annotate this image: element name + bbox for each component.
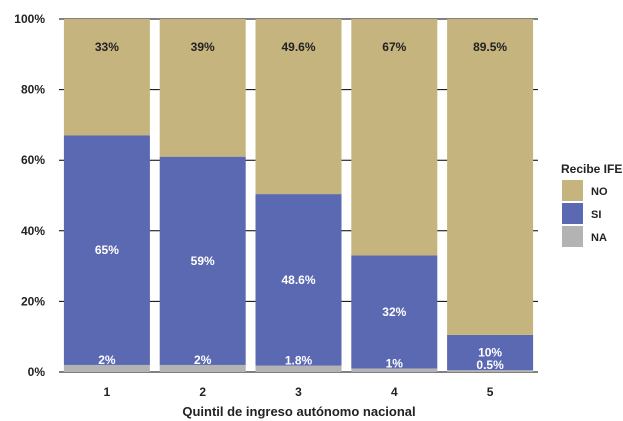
- data-label-no-1: 33%: [95, 40, 119, 54]
- bar-si-3: [255, 194, 342, 366]
- bar-na-5: [447, 370, 534, 372]
- data-labels: 2% 65% 33% 2% 59% 39% 1.8% 48.6% 49.6% 1% 32% 67% 0.…: [95, 40, 508, 372]
- data-label-na-2: 2%: [194, 353, 212, 367]
- data-label-no-2: 39%: [191, 40, 215, 54]
- y-tick-label: 40%: [21, 224, 45, 238]
- data-label-si-3: 48.6%: [281, 273, 315, 287]
- bar-no-2: [159, 19, 246, 157]
- legend-swatch-no: [562, 180, 583, 201]
- data-label-si-2: 59%: [191, 254, 215, 268]
- bar-na-2: [159, 364, 246, 372]
- bar-no-4: [351, 19, 438, 256]
- data-label-na-3: 1.8%: [285, 354, 313, 368]
- legend-label-si: SI: [591, 209, 601, 221]
- y-tick-label: 20%: [21, 294, 45, 308]
- data-label-no-3: 49.6%: [281, 40, 315, 54]
- data-label-si-1: 65%: [95, 243, 119, 257]
- x-tick-label: 2: [199, 385, 206, 399]
- legend-title: Recibe IFE: [561, 162, 622, 176]
- y-tick-label: 80%: [21, 83, 45, 97]
- data-label-no-5: 89.5%: [473, 40, 507, 54]
- legend-label-na: NA: [591, 232, 607, 244]
- legend-swatch-si: [562, 203, 583, 224]
- bar-na-1: [63, 364, 150, 372]
- data-label-na-5: 0.5%: [476, 358, 504, 372]
- legend-label-no: NO: [591, 186, 608, 198]
- bar-si-5: [447, 334, 534, 371]
- legend-swatch-na: [562, 226, 583, 247]
- bar-na-3: [255, 365, 342, 372]
- data-label-si-5: 10%: [478, 346, 502, 360]
- x-tick-label: 1: [104, 385, 111, 399]
- bar-no-1: [63, 19, 150, 136]
- x-tick-label: 4: [391, 385, 398, 399]
- bar-na-4: [351, 368, 438, 372]
- bar-no-3: [255, 19, 342, 195]
- y-tick-label: 0%: [28, 365, 46, 379]
- bar-si-4: [351, 255, 438, 369]
- legend: Recibe IFE NO SI NA: [561, 162, 622, 247]
- data-label-no-4: 67%: [382, 40, 406, 54]
- y-tick-label: 60%: [21, 153, 45, 167]
- data-label-na-1: 2%: [98, 353, 116, 367]
- y-axis-ticks: 0% 20% 40% 60% 80% 100%: [14, 12, 45, 379]
- bars: [63, 19, 534, 372]
- x-axis-ticks: 1 2 3 4 5: [104, 385, 494, 399]
- data-label-na-4: 1%: [386, 356, 404, 370]
- data-label-si-4: 32%: [382, 305, 406, 319]
- x-axis-label: Quintil de ingreso autónomo nacional: [182, 404, 415, 419]
- x-tick-label: 5: [487, 385, 494, 399]
- y-tick-label: 100%: [14, 12, 45, 26]
- bar-no-5: [447, 19, 534, 335]
- x-tick-label: 3: [295, 385, 302, 399]
- bar-si-2: [159, 156, 246, 365]
- bar-si-1: [63, 135, 150, 365]
